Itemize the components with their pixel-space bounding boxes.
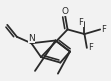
Text: F: F [101, 25, 106, 34]
Text: O: O [62, 7, 69, 16]
Text: F: F [78, 18, 83, 27]
Text: F: F [88, 43, 93, 52]
Text: N: N [28, 34, 35, 43]
